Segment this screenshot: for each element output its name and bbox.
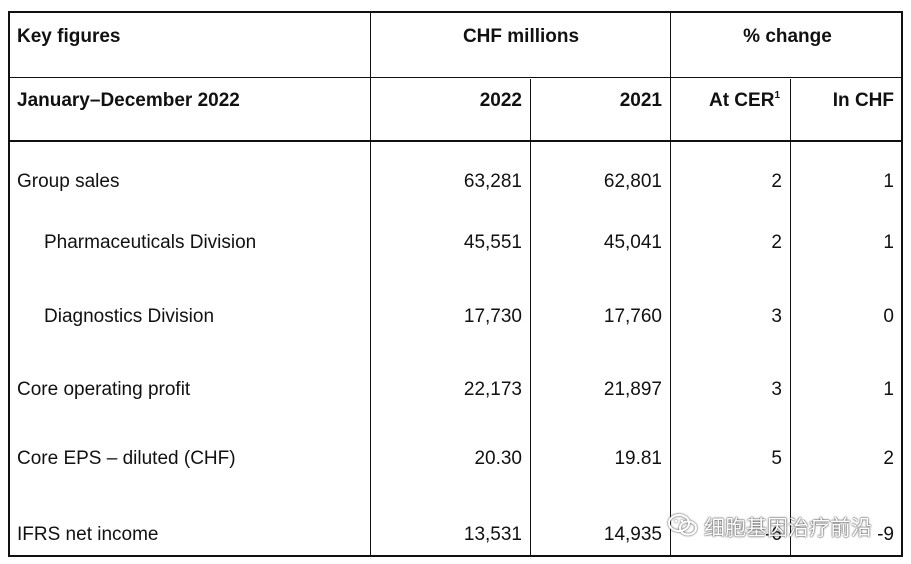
- value-cer: 2: [771, 232, 782, 253]
- value-chf: 2: [883, 448, 894, 469]
- col-2021-header: 2021: [619, 90, 662, 111]
- row-label: Group sales: [17, 171, 120, 192]
- value-chf: 1: [883, 171, 894, 192]
- divider-col-2022: [370, 13, 371, 555]
- value-2021: 17,760: [603, 306, 662, 327]
- watermark: 细胞基因治疗前沿: [668, 512, 872, 542]
- row-label: Diagnostics Division: [44, 306, 215, 327]
- divider-header-top: [10, 77, 901, 78]
- col-chf-header: In CHF: [832, 90, 894, 111]
- divider-header-bottom: [10, 140, 901, 142]
- value-cer: -6: [765, 524, 782, 545]
- value-2021: 62,801: [603, 171, 662, 192]
- value-cer: 2: [771, 171, 782, 192]
- row-label: Pharmaceuticals Division: [44, 232, 257, 253]
- value-2022: 45,551: [463, 232, 522, 253]
- value-chf: 1: [883, 379, 894, 400]
- pct-change-header: % change: [743, 26, 832, 47]
- value-2022: 17,730: [463, 306, 522, 327]
- value-2022: 13,531: [463, 524, 522, 545]
- value-2022: 63,281: [463, 171, 522, 192]
- col-cer-header: At CER1: [672, 90, 780, 112]
- col-2022-header: 2022: [479, 90, 522, 111]
- row-label: Core EPS – diluted (CHF): [17, 448, 236, 469]
- value-2021: 19.81: [614, 448, 662, 469]
- value-chf: 0: [883, 306, 894, 327]
- chf-millions-header: CHF millions: [462, 26, 580, 47]
- value-cer: 3: [771, 306, 782, 327]
- cer-footnote: 1: [774, 90, 780, 101]
- value-chf: -9: [877, 524, 894, 545]
- value-cer: 3: [771, 379, 782, 400]
- watermark-text: 细胞基因治疗前沿: [704, 516, 872, 540]
- col-cer-label: At CER: [708, 90, 775, 111]
- value-2021: 14,935: [603, 524, 662, 545]
- value-2021: 45,041: [603, 232, 662, 253]
- value-2022: 20.30: [474, 448, 522, 469]
- value-chf: 1: [883, 232, 894, 253]
- row-label: Core operating profit: [17, 379, 191, 400]
- wechat-icon: [668, 513, 698, 542]
- value-2022: 22,173: [463, 379, 522, 400]
- divider-col-chf: [790, 79, 791, 555]
- value-cer: 5: [771, 448, 782, 469]
- divider-col-2021: [530, 79, 531, 555]
- period-label: January–December 2022: [17, 90, 240, 111]
- table-title: Key figures: [17, 26, 121, 47]
- key-figures-table: Key figures CHF millions % change Januar…: [8, 11, 903, 557]
- row-label: IFRS net income: [17, 524, 159, 545]
- value-2021: 21,897: [603, 379, 662, 400]
- divider-col-cer: [670, 13, 671, 555]
